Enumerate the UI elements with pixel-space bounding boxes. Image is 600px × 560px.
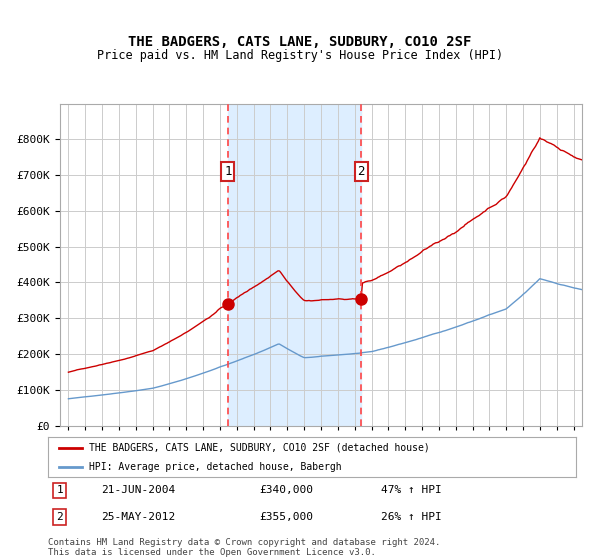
Text: 1: 1	[224, 165, 232, 178]
Bar	[228, 104, 361, 426]
Text: HPI: Average price, detached house, Babergh: HPI: Average price, detached house, Babe…	[89, 463, 342, 473]
Text: 2: 2	[358, 165, 365, 178]
Text: THE BADGERS, CATS LANE, SUDBURY, CO10 2SF: THE BADGERS, CATS LANE, SUDBURY, CO10 2S…	[128, 35, 472, 49]
Text: 1: 1	[56, 486, 63, 496]
Text: £355,000: £355,000	[259, 512, 313, 522]
Text: Contains HM Land Registry data © Crown copyright and database right 2024.
This d: Contains HM Land Registry data © Crown c…	[48, 538, 440, 557]
Text: Price paid vs. HM Land Registry's House Price Index (HPI): Price paid vs. HM Land Registry's House …	[97, 49, 503, 62]
Text: 21-JUN-2004: 21-JUN-2004	[101, 486, 175, 496]
Text: 26% ↑ HPI: 26% ↑ HPI	[380, 512, 442, 522]
Text: 2: 2	[56, 512, 63, 522]
Text: THE BADGERS, CATS LANE, SUDBURY, CO10 2SF (detached house): THE BADGERS, CATS LANE, SUDBURY, CO10 2S…	[89, 443, 430, 452]
Text: £340,000: £340,000	[259, 486, 313, 496]
Text: 47% ↑ HPI: 47% ↑ HPI	[380, 486, 442, 496]
Text: 25-MAY-2012: 25-MAY-2012	[101, 512, 175, 522]
